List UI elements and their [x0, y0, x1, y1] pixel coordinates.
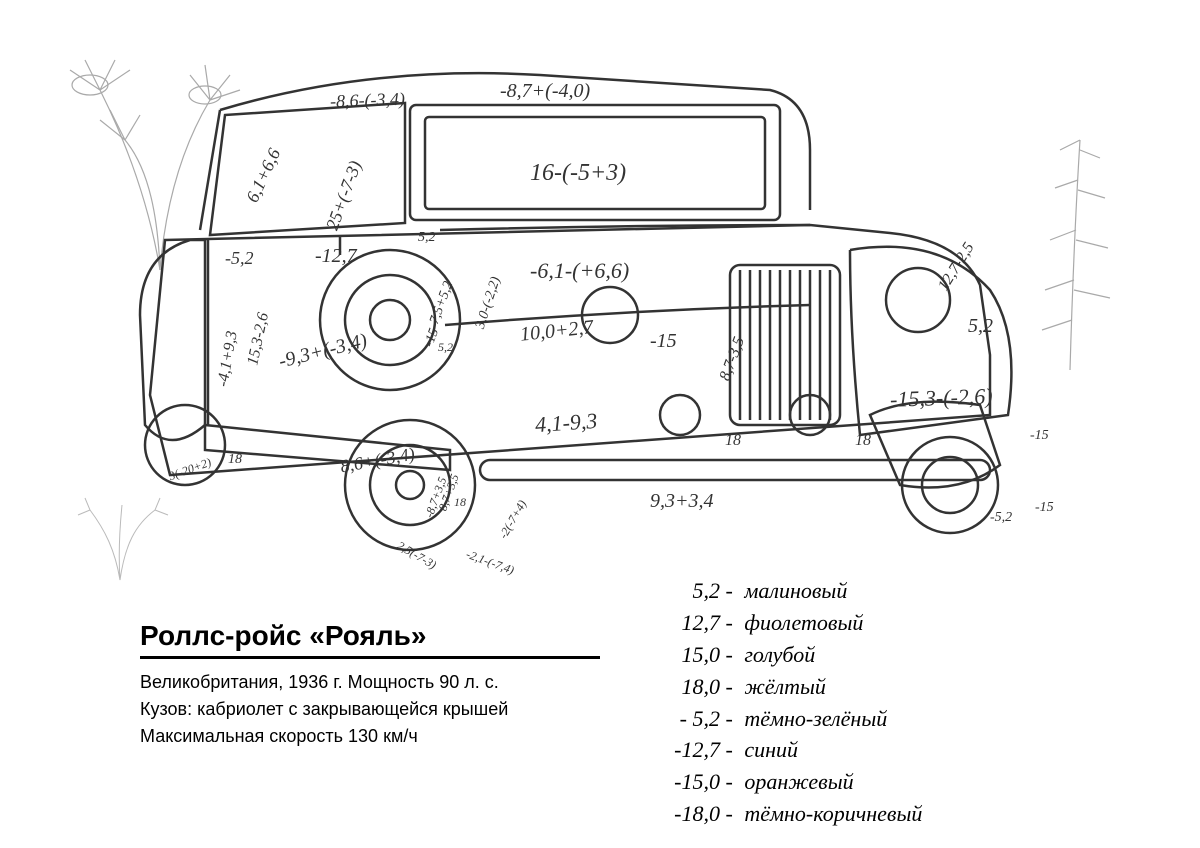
- description-line: Максимальная скорость 130 км/ч: [140, 723, 620, 750]
- math-expression: 5,2: [438, 340, 453, 355]
- legend-dash: -: [720, 674, 738, 699]
- legend-row: -12,7 - синий: [640, 734, 922, 766]
- legend-value: -12,7: [640, 734, 720, 766]
- legend-row: -18,0 - тёмно-коричневый: [640, 798, 922, 830]
- legend-value: -18,0: [640, 798, 720, 830]
- math-expression: 8,6+(-3,4): [339, 444, 417, 478]
- math-expression: 5,2: [418, 230, 436, 246]
- legend-color-name: фиолетовый: [744, 607, 863, 639]
- legend-value: 5,2: [640, 575, 720, 607]
- legend-dash: -: [720, 769, 738, 794]
- legend-dash: -: [720, 706, 738, 731]
- math-expression: 25+(-7-3): [322, 158, 366, 233]
- description-line: Великобритания, 1936 г. Мощность 90 л. с…: [140, 669, 620, 696]
- math-expression: -15: [1030, 428, 1049, 444]
- math-expression: 7,5+5,2: [427, 279, 457, 326]
- math-expression: 3,0-(-2,2): [473, 275, 505, 331]
- legend-dash: -: [720, 578, 738, 603]
- expressions-layer: -8,6-(-3,4) -8,7+(-4,0) 6,1+6,6 25+(-7-3) 16…: [60, 20, 1140, 560]
- legend-row: - 5,2 - тёмно-зелёный: [640, 703, 922, 735]
- legend-value: -15,0: [640, 766, 720, 798]
- math-expression: 8,7-3,5: [716, 335, 748, 384]
- legend-color-name: тёмно-зелёный: [744, 703, 887, 735]
- legend-row: 18,0 - жёлтый: [640, 671, 922, 703]
- legend-color-name: синий: [744, 734, 798, 766]
- math-expression: 18: [725, 432, 741, 450]
- legend-value: 12,7: [640, 607, 720, 639]
- math-expression: -4,1+9,3: [214, 330, 241, 388]
- legend-value: 15,0: [640, 639, 720, 671]
- math-expression: 3(-20+2): [167, 455, 214, 484]
- title-divider: [140, 656, 600, 659]
- math-expression: 2,5(-7-3): [394, 538, 439, 572]
- legend-dash: -: [720, 642, 738, 667]
- legend-color-name: малиновый: [744, 575, 847, 607]
- legend-color-name: жёлтый: [744, 671, 826, 703]
- math-expression: 15,3-2,6: [244, 311, 273, 367]
- legend-row: -15,0 - оранжевый: [640, 766, 922, 798]
- legend-dash: -: [720, 610, 738, 635]
- math-expression: -15: [1035, 500, 1054, 516]
- math-expression: -6,1-(+6,6): [530, 258, 629, 284]
- math-expression: 6,1+6,6: [242, 145, 285, 206]
- legend-color-name: голубой: [744, 639, 815, 671]
- math-expression: -2,1-(-7,4): [464, 547, 516, 578]
- math-expression: -12,7: [315, 245, 357, 268]
- legend-value: - 5,2: [640, 703, 720, 735]
- math-expression: -8,6-(-3,4): [330, 89, 406, 113]
- legend-dash: -: [720, 737, 738, 762]
- car-description: Великобритания, 1936 г. Мощность 90 л. с…: [140, 669, 620, 750]
- math-expression: 18: [855, 432, 871, 450]
- math-expression: 12,7-2,5: [935, 240, 979, 295]
- math-expression: 9,3+3,4: [650, 490, 714, 513]
- math-expression: 4,1-9,3: [534, 408, 598, 438]
- math-expression: -9,3+(-3,4): [277, 329, 370, 373]
- legend-row: 5,2 - малиновый: [640, 575, 922, 607]
- legend-dash: -: [720, 801, 738, 826]
- math-expression: -15: [650, 330, 677, 353]
- description-line: Кузов: кабриолет с закрывающейся крышей: [140, 696, 620, 723]
- math-expression: -5,2: [225, 248, 254, 269]
- car-title: Роллс-ройс «Рояль»: [140, 620, 620, 652]
- math-expression: 10,0+2,7: [519, 316, 595, 347]
- math-expression: -15,3-(-2,6): [890, 383, 993, 413]
- math-expression: -5,2: [990, 510, 1012, 526]
- legend-color-name: оранжевый: [744, 766, 853, 798]
- math-expression: -2(-7+4): [496, 498, 530, 542]
- color-legend: 5,2 - малиновый12,7 - фиолетовый15,0 - г…: [640, 575, 922, 830]
- legend-value: 18,0: [640, 671, 720, 703]
- legend-row: 12,7 - фиолетовый: [640, 607, 922, 639]
- info-block: Роллс-ройс «Рояль» Великобритания, 1936 …: [140, 620, 620, 750]
- math-expression: -8,7+(-4,0): [500, 80, 590, 103]
- legend-color-name: тёмно-коричневый: [744, 798, 922, 830]
- math-expression: 16-(-5+3): [530, 160, 626, 187]
- legend-row: 15,0 - голубой: [640, 639, 922, 671]
- math-expression: 18: [454, 495, 466, 510]
- math-expression: 18: [228, 452, 242, 468]
- math-expression: 5,2: [968, 315, 993, 338]
